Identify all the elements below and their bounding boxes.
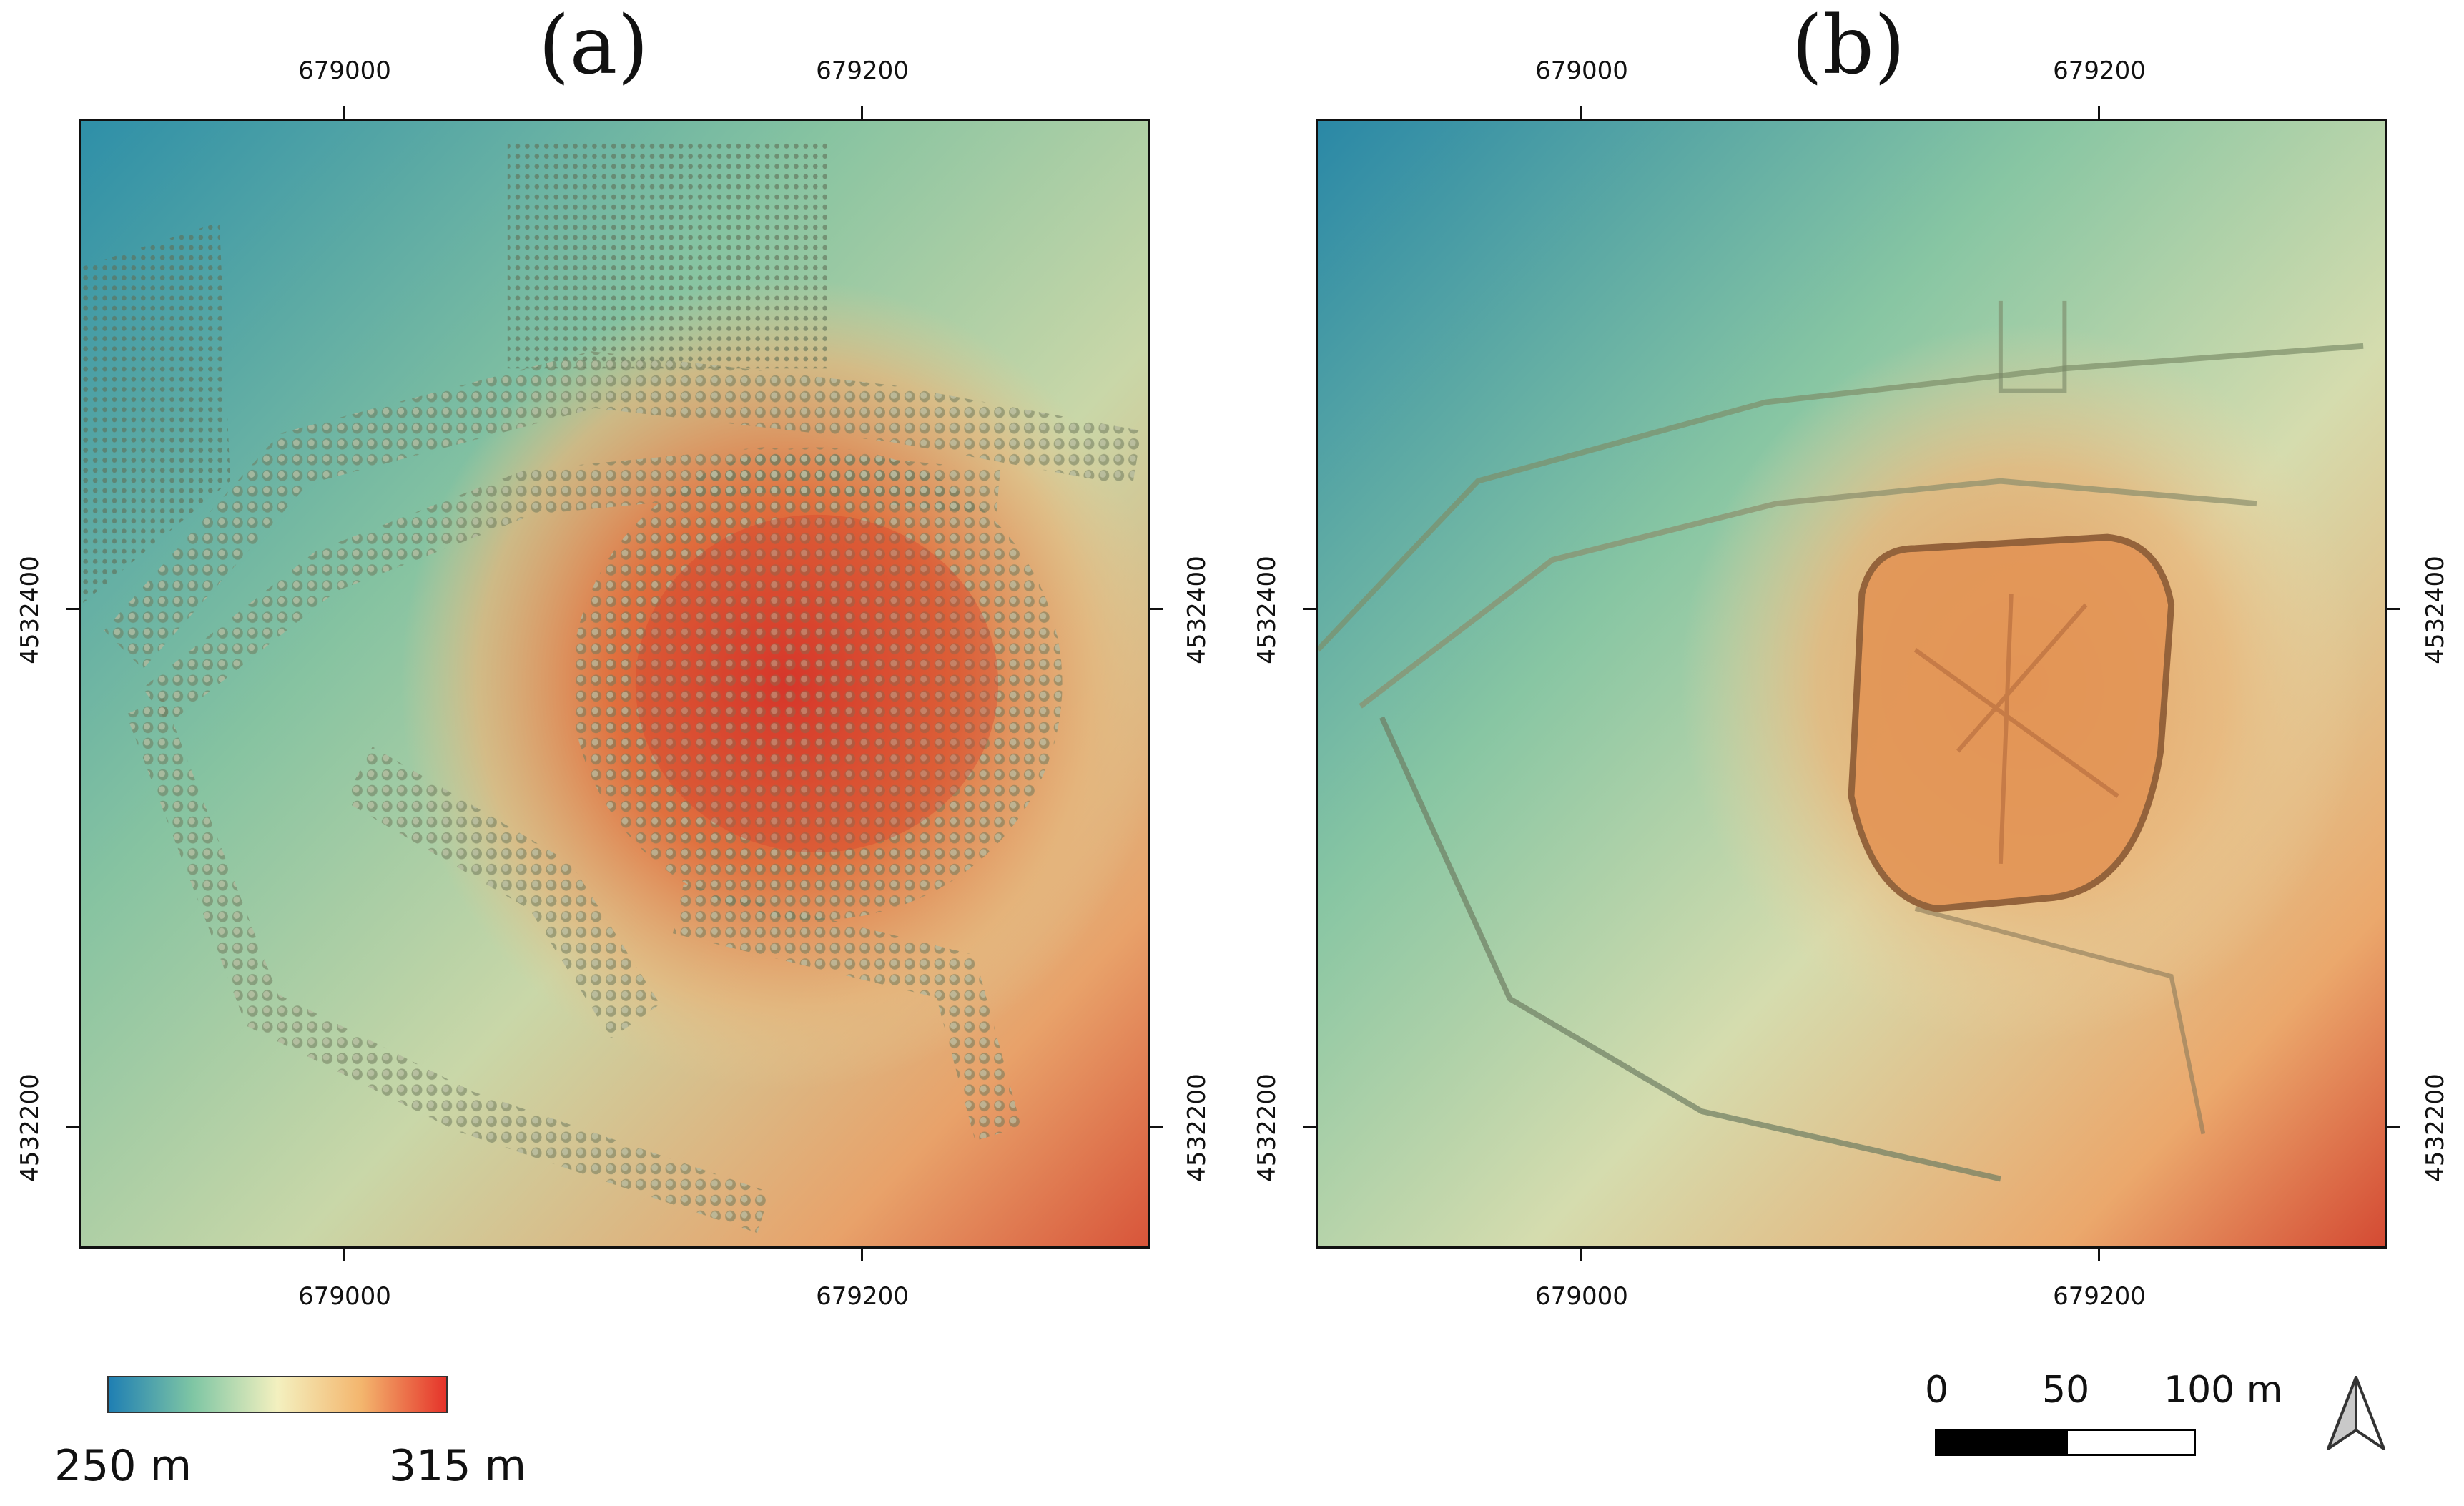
panel-b-right-y-tick-1: 4532400 bbox=[2421, 556, 2450, 664]
panel-a-map bbox=[79, 119, 1150, 1249]
panel-b-bottom-x-tick-2: 679200 bbox=[2053, 1282, 2146, 1311]
panel-a-right-y-tick-2: 4532200 bbox=[1183, 1073, 1211, 1182]
panel-a-tick-mark bbox=[861, 1247, 863, 1261]
panel-a-tick-mark bbox=[861, 106, 863, 120]
panel-a-tick-mark bbox=[1148, 608, 1163, 610]
panel-a-tick-mark bbox=[343, 1247, 345, 1261]
panel-b-left-y-tick-1: 4532400 bbox=[1253, 556, 1281, 664]
panel-a-tick-mark bbox=[1148, 1126, 1163, 1128]
panel-b-left-y-tick-2: 4532200 bbox=[1253, 1073, 1281, 1182]
panel-b-tick-mark bbox=[2385, 1126, 2400, 1128]
scale-label-100: 100 m bbox=[2164, 1369, 2283, 1412]
elevation-color-ramp bbox=[107, 1376, 448, 1413]
legend-max-label: 315 m bbox=[389, 1441, 527, 1491]
scale-label-0: 0 bbox=[1925, 1369, 1949, 1412]
panel-b-bottom-x-tick-1: 679000 bbox=[1535, 1282, 1628, 1311]
panel-b-tick-mark bbox=[2098, 106, 2100, 120]
panel-a-left-y-tick-2: 4532200 bbox=[16, 1073, 44, 1182]
panel-b-tick-mark bbox=[1580, 106, 1582, 120]
legend-min-label: 250 m bbox=[54, 1441, 192, 1491]
panel-b-map bbox=[1316, 119, 2387, 1249]
scale-label-50: 50 bbox=[2042, 1369, 2090, 1412]
panel-b-top-x-tick-2: 679200 bbox=[2053, 56, 2146, 85]
panel-a-bottom-x-tick-1: 679000 bbox=[298, 1282, 391, 1311]
panel-a-right-y-tick-1: 4532400 bbox=[1183, 556, 1211, 664]
panel-a-top-x-tick-2: 679200 bbox=[816, 56, 909, 85]
panel-b-label: (b) bbox=[1791, 0, 1906, 92]
panel-b-tick-mark bbox=[2098, 1247, 2100, 1261]
panel-a-dsm-raster bbox=[81, 121, 1148, 1246]
panel-a-tick-mark bbox=[343, 106, 345, 120]
panel-b-top-x-tick-1: 679000 bbox=[1535, 56, 1628, 85]
panel-b-tick-mark bbox=[1580, 1247, 1582, 1261]
panel-a-left-y-tick-1: 4532400 bbox=[16, 556, 44, 664]
panel-a-top-x-tick-1: 679000 bbox=[298, 56, 391, 85]
panel-b-tick-mark bbox=[1303, 608, 1317, 610]
panel-b-right-y-tick-2: 4532200 bbox=[2421, 1073, 2450, 1182]
panel-a-tick-mark bbox=[66, 608, 80, 610]
panel-a-tick-mark bbox=[66, 1126, 80, 1128]
panel-b-dtm-raster bbox=[1318, 121, 2385, 1246]
scale-bar-black-segment bbox=[1935, 1429, 2068, 1456]
scale-bar-white-segment bbox=[2066, 1429, 2196, 1456]
north-arrow-icon bbox=[2324, 1374, 2388, 1453]
panel-a-bottom-x-tick-2: 679200 bbox=[816, 1282, 909, 1311]
panel-a-label: (a) bbox=[538, 0, 649, 92]
panel-b-tick-mark bbox=[1303, 1126, 1317, 1128]
panel-b-tick-mark bbox=[2385, 608, 2400, 610]
